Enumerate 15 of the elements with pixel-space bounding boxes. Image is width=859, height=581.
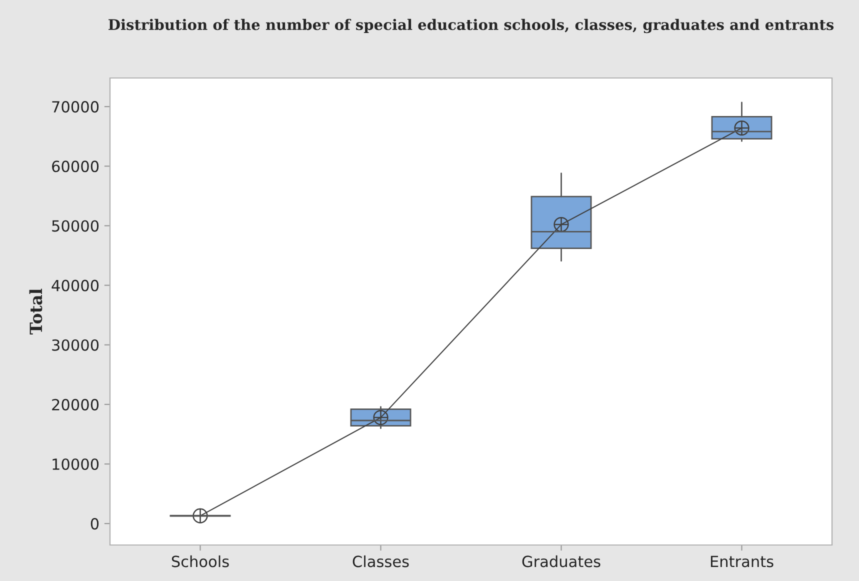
x-tick-label: Graduates [522,555,600,568]
x-tick-label: Schools [172,555,229,568]
y-tick-label: 20000 [52,398,99,410]
y-tick-label: 40000 [52,280,99,292]
chart-title: Distribution of the number of special education schools, classes, graduates and entrants [108,18,834,34]
x-tick-label: Entrants [710,556,774,568]
point [192,508,208,524]
y-tick-label: 50000 [52,220,99,232]
x-tick-label: Classes [352,555,409,568]
y-axis-title: Total [29,288,42,335]
y-tick-label: 0 [90,518,99,530]
y-tick-label: 70000 [52,101,99,113]
y-tick-label: 60000 [52,160,99,172]
y-tick-label: 10000 [52,458,99,470]
y-tick-label: 30000 [52,339,99,351]
